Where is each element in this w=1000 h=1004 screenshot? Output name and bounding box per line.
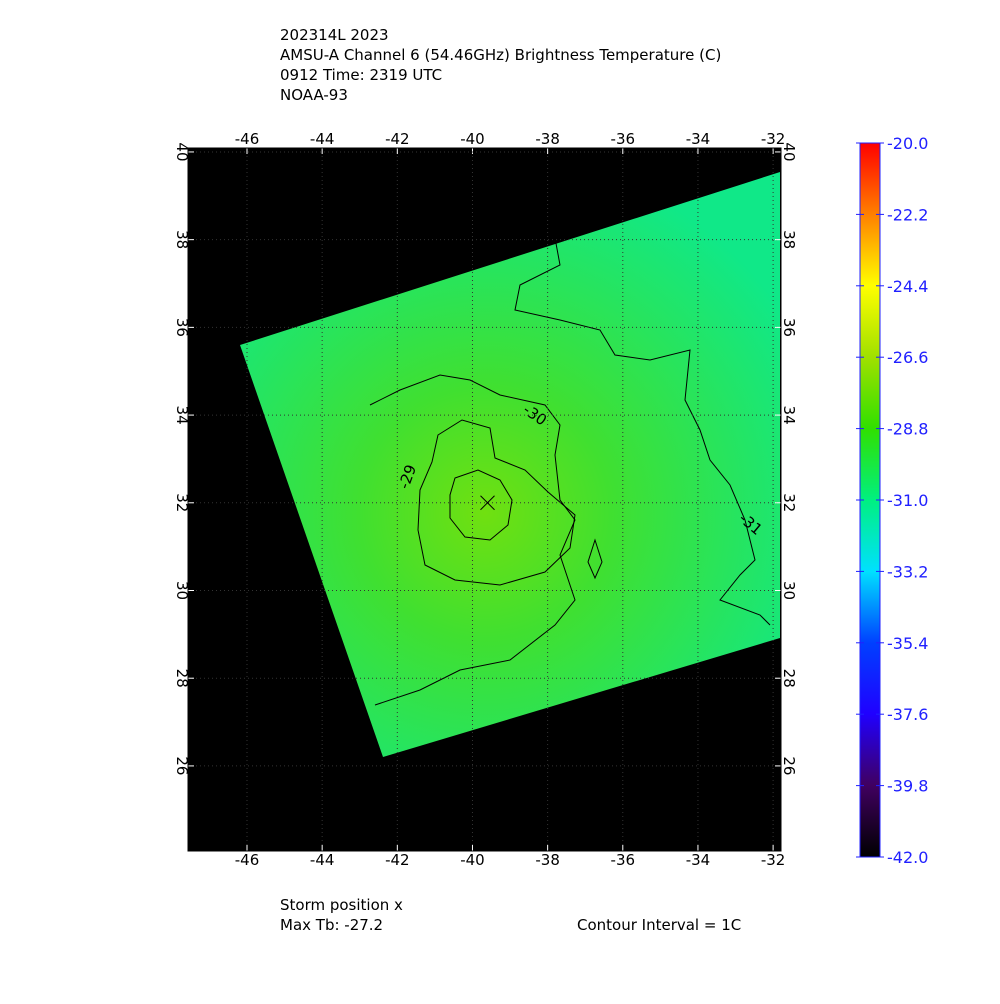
contour [514,237,771,626]
colorbar-label: -24.4 [887,277,928,296]
colorbar-label: -20.0 [887,134,928,153]
x-tick-label: -34 [686,851,711,869]
y-tick-label: 40 [173,142,191,161]
colorbar-label: -37.6 [887,705,928,724]
x-tick-label: -32 [761,130,786,148]
title-line: AMSU-A Channel 6 (54.46GHz) Brightness T… [280,46,721,64]
title-line: 202314L 2023 [280,26,389,44]
y-tick-label: 38 [173,230,191,249]
x-tick-label: -32 [761,851,786,869]
y-tick-label: 36 [780,318,798,337]
y-tick-label: 28 [173,669,191,688]
y-tick-label: 26 [173,756,191,775]
y-tick-label: 30 [173,581,191,600]
y-tick-label: 34 [780,406,798,425]
colorbar-label: -35.4 [887,634,928,653]
y-tick-label: 38 [780,230,798,249]
colorbar-label: -26.6 [887,348,928,367]
contour [449,469,513,541]
footer-text: Max Tb: -27.2 [280,916,383,934]
contour [417,419,576,586]
y-tick-label: 32 [780,493,798,512]
x-tick-label: -36 [611,851,636,869]
x-tick-label: -46 [235,130,260,148]
y-tick-label: 36 [173,318,191,337]
y-tick-label: 30 [780,581,798,600]
x-tick-label: -46 [235,851,260,869]
plot-frame [187,147,782,852]
x-tick-label: -42 [385,851,410,869]
colorbar-label: -42.0 [887,848,928,867]
colorbar-label: -28.8 [887,420,928,439]
colorbar-label: -22.2 [887,205,928,224]
x-tick-label: -40 [460,851,485,869]
x-tick-label: -36 [611,130,636,148]
colorbar-label: -33.2 [887,562,928,581]
title-line: NOAA-93 [280,86,348,104]
y-tick-label: 34 [173,406,191,425]
y-tick-label: 40 [780,142,798,161]
x-tick-label: -38 [535,130,560,148]
footer-text: Storm position x [280,896,403,914]
contour [587,538,603,580]
x-tick-label: -44 [310,130,335,148]
x-tick-label: -34 [686,130,711,148]
colorbar-label: -31.0 [887,491,928,510]
x-tick-label: -40 [460,130,485,148]
x-tick-label: -38 [535,851,560,869]
y-tick-label: 32 [173,493,191,512]
contour [369,374,576,706]
x-tick-label: -42 [385,130,410,148]
contours [369,237,771,706]
x-tick-label: -44 [310,851,335,869]
storm-marker [480,495,495,511]
colorbar-label: -39.8 [887,777,928,796]
title-line: 0912 Time: 2319 UTC [280,66,442,84]
y-tick-label: 28 [780,669,798,688]
y-tick-label: 26 [780,756,798,775]
footer-text: Contour Interval = 1C [577,916,741,934]
